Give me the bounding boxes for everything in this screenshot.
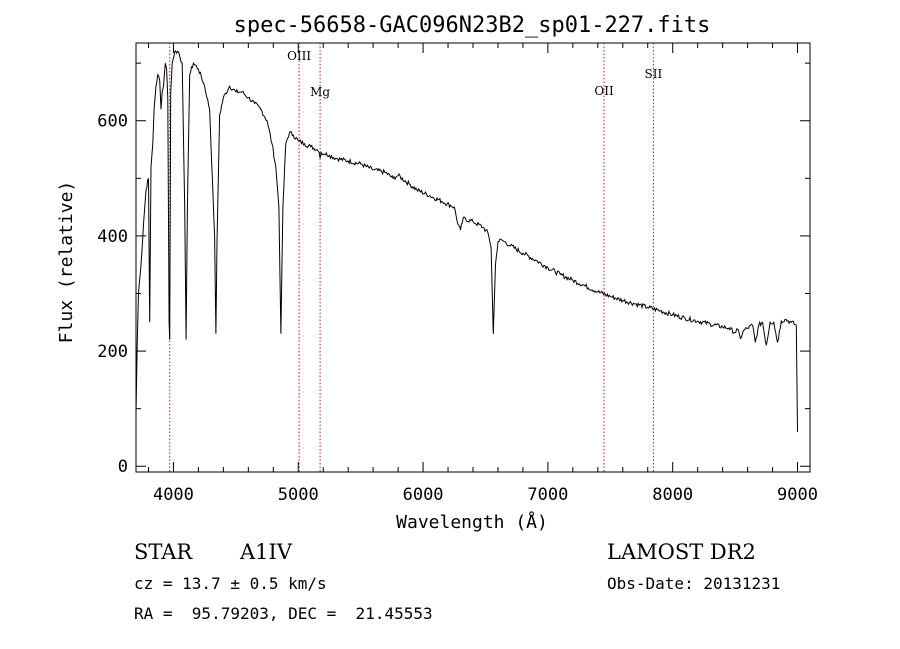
y-tick-label: 400 [97, 227, 128, 247]
y-tick-labels: 0 200 400 600 [97, 112, 128, 478]
x-tick-label: 8000 [652, 485, 693, 505]
line-marker-label: OII [594, 84, 614, 98]
obs-date: Obs-Date: 20131231 [607, 574, 781, 593]
chart-title: spec-56658-GAC096N23B2_sp01-227.fits [234, 13, 711, 38]
x-tick-labels: 4000 5000 6000 7000 8000 9000 [153, 485, 818, 505]
axis-ticks [136, 43, 810, 472]
x-tick-label: 7000 [527, 485, 568, 505]
x-tick-label: 6000 [403, 485, 444, 505]
line-marker-label: OIII [287, 49, 311, 63]
object-subclass: A1IV [240, 540, 292, 564]
y-axis-label: Flux (relative) [56, 181, 77, 344]
emission-line-markers: OIII Mg OII SII [169, 43, 663, 472]
line-marker-label: SII [645, 67, 663, 81]
coordinates: RA = 95.79203, DEC = 21.45553 [134, 604, 433, 623]
x-tick-label: 9000 [777, 485, 818, 505]
plot-frame [135, 42, 811, 473]
x-tick-label: 4000 [153, 485, 194, 505]
line-marker-label: Mg [310, 85, 330, 99]
x-axis-label: Wavelength (Å) [396, 511, 548, 533]
y-tick-label: 200 [97, 342, 128, 362]
object-class: STAR [134, 540, 193, 564]
redshift-text: cz = 13.7 ± 0.5 km/s [134, 574, 327, 593]
survey-name: LAMOST DR2 [607, 540, 756, 564]
y-tick-label: 600 [97, 112, 128, 132]
y-tick-label: 0 [118, 457, 128, 477]
x-tick-label: 5000 [278, 485, 319, 505]
spectrum-line [135, 49, 798, 432]
